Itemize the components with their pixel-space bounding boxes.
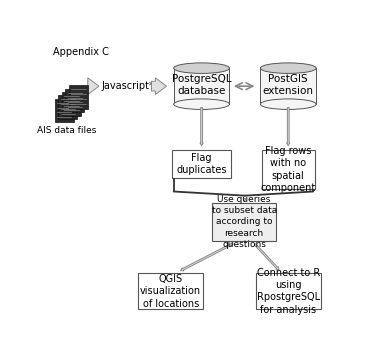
Bar [256, 273, 321, 309]
Bar [174, 68, 230, 104]
Bar [260, 68, 316, 104]
Text: QGIS
visualization
of locations: QGIS visualization of locations [140, 274, 201, 309]
Text: AIS data files: AIS data files [37, 126, 96, 135]
Text: PostgreSQL
database: PostgreSQL database [172, 73, 232, 96]
Text: Javascript*: Javascript* [102, 81, 155, 91]
Text: Appendix C: Appendix C [53, 48, 109, 57]
Ellipse shape [260, 99, 316, 109]
Ellipse shape [260, 63, 316, 73]
Bar [262, 150, 315, 189]
Bar [138, 273, 203, 309]
Bar [65, 89, 85, 112]
Ellipse shape [174, 63, 230, 73]
Text: Flag
duplicates: Flag duplicates [176, 153, 227, 175]
Text: PostGIS
extension: PostGIS extension [263, 73, 314, 96]
Bar [69, 85, 88, 109]
Bar [212, 203, 277, 242]
Text: Use queries
to subset data
according to
research
questions: Use queries to subset data according to … [211, 195, 277, 249]
Bar [172, 150, 231, 177]
Text: Flag rows
with no
spatial
component: Flag rows with no spatial component [261, 146, 316, 193]
Bar [58, 95, 77, 119]
Ellipse shape [174, 99, 230, 109]
Text: Connect to R
using
RpostgreSQL
for analysis: Connect to R using RpostgreSQL for analy… [257, 268, 320, 315]
Bar [62, 92, 81, 116]
Bar [55, 99, 74, 122]
